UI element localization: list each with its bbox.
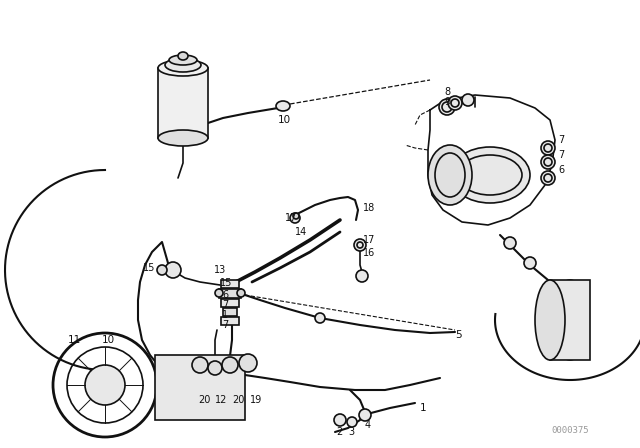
Text: 14: 14: [295, 227, 307, 237]
Text: 6: 6: [222, 290, 228, 300]
Text: 7: 7: [222, 300, 228, 310]
Circle shape: [347, 417, 357, 427]
Text: 5: 5: [455, 330, 461, 340]
Bar: [155, 355, 245, 420]
Text: 10: 10: [102, 335, 115, 345]
Ellipse shape: [158, 130, 208, 146]
Text: 20: 20: [198, 395, 211, 405]
Text: 0000375: 0000375: [551, 426, 589, 435]
Text: 19: 19: [250, 395, 262, 405]
Circle shape: [354, 239, 366, 251]
Circle shape: [504, 237, 516, 249]
Circle shape: [290, 213, 300, 223]
Circle shape: [157, 265, 167, 275]
Text: 15: 15: [143, 263, 156, 273]
Text: 1: 1: [222, 310, 228, 320]
Circle shape: [237, 289, 245, 297]
Circle shape: [448, 96, 462, 110]
Ellipse shape: [169, 55, 197, 65]
Circle shape: [85, 365, 125, 405]
Ellipse shape: [552, 280, 588, 360]
Circle shape: [165, 262, 181, 278]
Ellipse shape: [276, 101, 290, 111]
Circle shape: [334, 414, 346, 426]
Circle shape: [541, 141, 555, 155]
Text: 17: 17: [285, 213, 298, 223]
Bar: [221, 280, 239, 288]
Text: 3: 3: [348, 427, 354, 437]
Bar: [223, 308, 237, 316]
Text: 15: 15: [220, 278, 232, 288]
Text: 17: 17: [363, 235, 376, 245]
Ellipse shape: [450, 147, 530, 203]
Text: 7: 7: [558, 150, 564, 160]
Text: 4: 4: [365, 420, 371, 430]
Circle shape: [439, 99, 455, 115]
Text: 8: 8: [444, 87, 450, 97]
Text: 20: 20: [232, 395, 244, 405]
Bar: [550, 280, 590, 360]
Bar: [158, 68, 208, 138]
Circle shape: [222, 357, 238, 373]
Circle shape: [524, 257, 536, 269]
Text: 1: 1: [420, 403, 427, 413]
Text: 10: 10: [278, 115, 291, 125]
Circle shape: [541, 171, 555, 185]
Text: 13: 13: [214, 265, 227, 275]
Ellipse shape: [428, 145, 472, 205]
Bar: [219, 289, 241, 298]
Ellipse shape: [178, 52, 188, 60]
Circle shape: [293, 213, 299, 219]
Text: 7: 7: [222, 320, 228, 330]
Circle shape: [541, 155, 555, 169]
Text: 9: 9: [444, 97, 450, 107]
Text: 18: 18: [363, 203, 375, 213]
Circle shape: [239, 354, 257, 372]
Text: 11: 11: [68, 335, 81, 345]
Circle shape: [315, 313, 325, 323]
Circle shape: [356, 270, 368, 282]
Circle shape: [462, 94, 474, 106]
Ellipse shape: [165, 58, 201, 72]
Text: 2: 2: [336, 427, 342, 437]
Ellipse shape: [158, 60, 208, 76]
Text: 16: 16: [363, 248, 375, 258]
Text: 12: 12: [215, 395, 227, 405]
Text: 6: 6: [558, 165, 564, 175]
Circle shape: [359, 409, 371, 421]
Bar: [221, 299, 239, 307]
Circle shape: [215, 289, 223, 297]
Circle shape: [192, 357, 208, 373]
Ellipse shape: [535, 280, 565, 360]
Bar: [221, 317, 239, 325]
Circle shape: [208, 361, 222, 375]
Text: 7: 7: [558, 135, 564, 145]
